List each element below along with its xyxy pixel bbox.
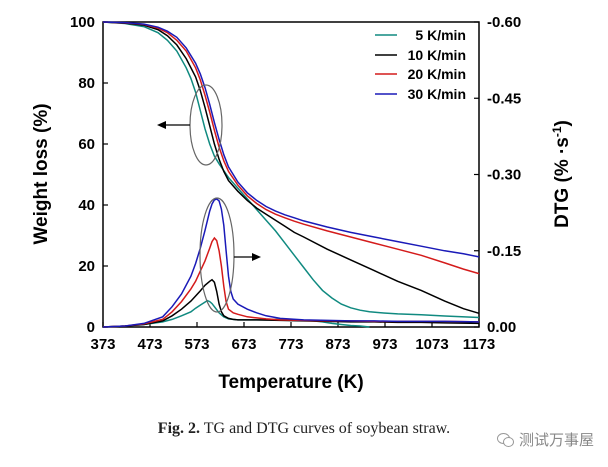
y2-title-exp: -1 bbox=[550, 126, 564, 137]
figure-caption: Fig. 2. TG and DTG curves of soybean str… bbox=[0, 420, 608, 438]
dtg-arrow-head bbox=[252, 253, 261, 261]
dtg-curves bbox=[102, 198, 480, 328]
tg-line-5k bbox=[102, 21, 480, 319]
y-tick-label: 80 bbox=[78, 75, 95, 92]
y2-tick-label: -0.60 bbox=[487, 14, 521, 31]
tg-line-10k bbox=[102, 21, 480, 315]
y2-title-close: ) bbox=[552, 120, 573, 126]
y-tick-label: 40 bbox=[78, 197, 95, 214]
x-tick-label: 773 bbox=[278, 336, 303, 353]
legend-label-5: 5 K/min bbox=[415, 27, 466, 43]
wechat-icon bbox=[496, 432, 515, 447]
tg-dtg-chart: 373 473 573 673 773 873 973 1073 1173 0 20 40 60 80 10… bbox=[31, 14, 573, 393]
chart: 373 473 573 673 773 873 973 1073 1173 0 20 40 60 80 10… bbox=[31, 14, 573, 393]
caption-figure-label: Fig. 2. bbox=[157, 420, 201, 437]
tg-line-20k bbox=[102, 21, 480, 275]
caption-text: TG and DTG curves of soybean straw. bbox=[203, 420, 451, 437]
tg-line-30k bbox=[102, 21, 480, 258]
dtg-ellipse-annotation bbox=[199, 197, 235, 313]
y-tick-label: 100 bbox=[70, 14, 95, 31]
legend: 5 K/min 10 K/min 20 K/min 30 K/min bbox=[375, 27, 466, 102]
legend-label-20: 20 K/min bbox=[408, 66, 466, 82]
tg-curves bbox=[102, 21, 480, 319]
ticks-layer: 373 473 573 673 773 873 973 1073 1173 0 20 40 60 80 10… bbox=[70, 14, 521, 353]
watermark-text: 测试万事屋 bbox=[518, 431, 594, 449]
y2-axis-title: DTG (% ·s-1) bbox=[550, 120, 573, 228]
x-tick-label: 573 bbox=[184, 336, 209, 353]
y-tick-label: 20 bbox=[78, 258, 95, 275]
legend-label-10: 10 K/min bbox=[408, 47, 466, 63]
tg-arrow-head bbox=[157, 121, 166, 129]
x-tick-label: 1073 bbox=[415, 336, 448, 353]
y2-title-main: DTG (% bbox=[552, 154, 573, 228]
legend-label-30: 30 K/min bbox=[408, 86, 466, 102]
x-tick-label: 373 bbox=[90, 336, 115, 353]
x-tick-label: 673 bbox=[231, 336, 256, 353]
dtg-line-10k bbox=[102, 278, 480, 328]
x-tick-label: 473 bbox=[137, 336, 162, 353]
x-tick-label: 873 bbox=[325, 336, 350, 353]
y-axis-title: Weight loss (%) bbox=[31, 103, 52, 244]
y2-tick-label: -0.30 bbox=[487, 167, 521, 184]
y2-tick-label: -0.15 bbox=[487, 243, 521, 260]
watermark: 测试万事屋 bbox=[496, 429, 594, 450]
y-tick-label: 0 bbox=[87, 319, 95, 336]
dtg-line-30k bbox=[102, 198, 480, 328]
y2-title-unit: s bbox=[552, 137, 573, 148]
y2-title-dot: · bbox=[552, 148, 573, 154]
x-tick-label: 973 bbox=[372, 336, 397, 353]
plot-frame bbox=[102, 21, 480, 328]
y2-tick-label: 0.00 bbox=[487, 319, 516, 336]
x-tick-label: 1173 bbox=[463, 336, 496, 353]
x-axis-title: Temperature (K) bbox=[218, 372, 363, 393]
y2-tick-label: -0.45 bbox=[487, 90, 521, 107]
y-tick-label: 60 bbox=[78, 136, 95, 153]
